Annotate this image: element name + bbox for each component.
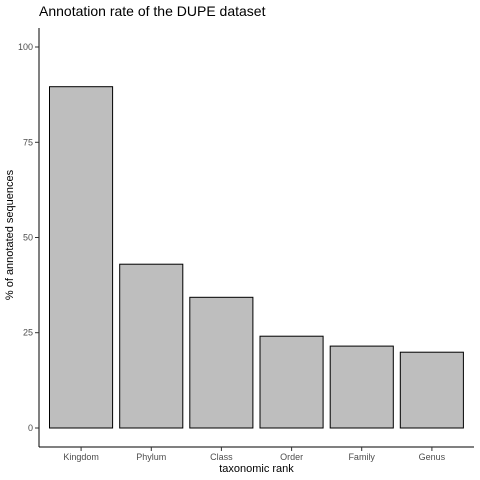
bar-family xyxy=(329,345,394,429)
x-tick-label: Class xyxy=(210,452,233,462)
x-tick-label: Order xyxy=(280,452,303,462)
chart-title: Annotation rate of the DUPE dataset xyxy=(39,3,266,19)
y-tick-label: 100 xyxy=(18,42,33,52)
y-tick-label: 50 xyxy=(23,233,33,243)
y-tick-label: 75 xyxy=(23,137,33,147)
x-tick-label: Genus xyxy=(419,452,446,462)
y-ticks-group: 0 25 50 75 100 xyxy=(18,42,39,433)
x-tick-label: Family xyxy=(348,452,375,462)
x-axis-title: taxonomic rank xyxy=(219,463,294,475)
bar-phylum xyxy=(119,263,184,429)
bar-class xyxy=(189,296,254,429)
y-tick-label: 25 xyxy=(23,328,33,338)
y-axis-title: % of annotated sequences xyxy=(4,169,16,300)
bar-genus xyxy=(399,351,464,429)
x-tick-label: Phylum xyxy=(136,452,166,462)
bar-order xyxy=(259,335,324,429)
bar-kingdom xyxy=(49,86,114,429)
x-ticks-group: Kingdom Phylum Class Order Family Genus xyxy=(63,447,446,462)
y-tick-label: 0 xyxy=(28,423,33,433)
bars-group xyxy=(49,86,464,429)
x-tick-label: Kingdom xyxy=(63,452,99,462)
